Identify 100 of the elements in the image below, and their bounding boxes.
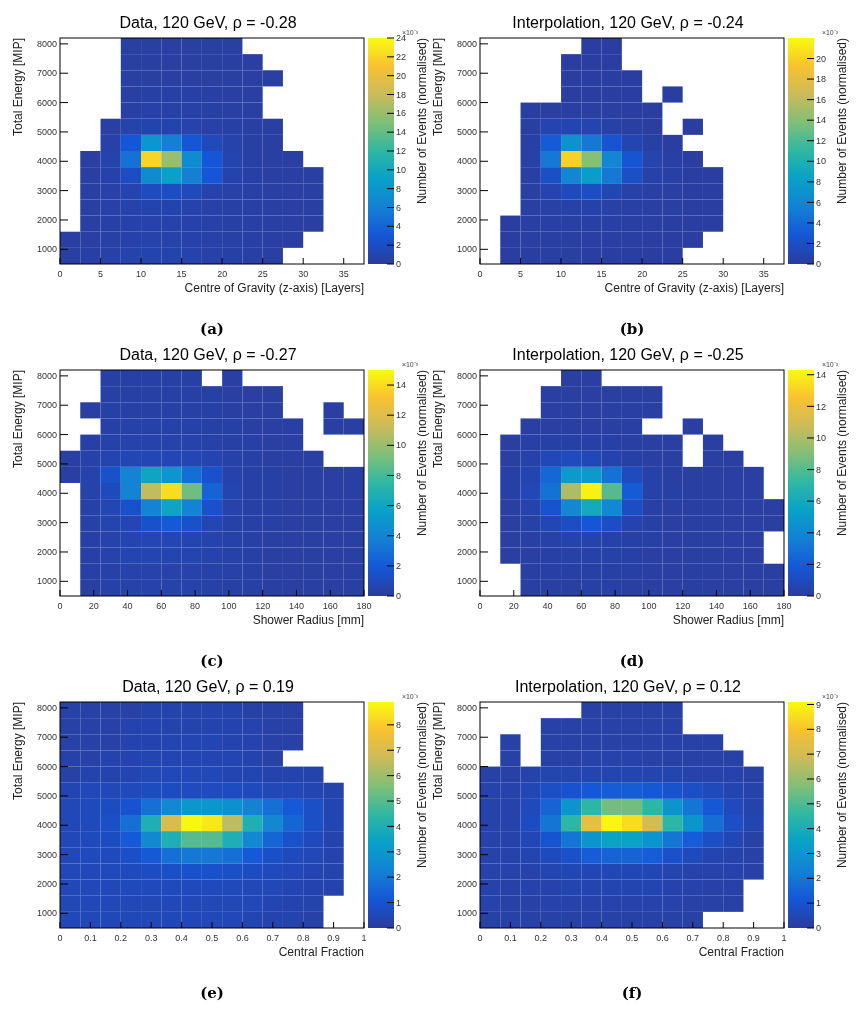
x-tick-label: 20 [88,601,99,611]
x-tick-label: 25 [257,269,268,279]
color-bar-label: 8 [816,464,822,475]
x-tick-label: 5 [518,269,524,279]
x-tick-label: 0.9 [747,933,760,943]
color-bar-label: 1 [396,897,402,908]
y-tick-label: 5000 [36,127,57,138]
color-bar-label: 2 [816,559,822,570]
color-bar-label: 10 [396,440,407,451]
text: (e) [200,984,224,1002]
y-tick-label: 3000 [456,517,477,528]
color-bar-label: 6 [816,197,822,208]
color-bar-label: 4 [816,527,822,538]
x-tick-label: 0.7 [686,933,700,943]
y-tick-label: 4000 [456,488,477,499]
x-tick-label: 120 [255,601,271,611]
color-bar-title: Number of Events (normalised) [415,38,429,205]
y-tick-label: 2000 [36,879,57,890]
y-tick-label: 1000 [36,576,57,587]
x-tick-label: 0 [477,601,483,611]
x-tick-label: 0 [57,269,63,279]
x-tick-label: 20 [637,269,648,279]
x-tick-label: 100 [221,601,237,611]
color-bar-label: 0 [816,259,822,270]
y-tick-label: 2000 [456,879,477,890]
color-bar-label: 2 [396,240,402,251]
y-tick-label: 6000 [36,761,57,772]
x-axis-title: Centre of Gravity (z-axis) [Layers] [184,281,364,295]
y-tick-label: 1000 [456,244,477,255]
x-tick-label: 30 [718,269,729,279]
chart-title: Interpolation, 120 GeV, ρ = -0.25 [512,346,744,363]
y-tick-label: 5000 [456,791,477,802]
color-bar-label: 5 [396,796,402,807]
x-tick-label: 25 [677,269,688,279]
x-tick-label: 0.1 [504,933,517,943]
y-tick-label: 1000 [36,908,57,919]
y-tick-label: 2000 [36,215,57,226]
y-axis-title: Total Energy [MIP] [431,38,445,137]
color-bar-label: 2 [816,238,822,249]
y-tick-label: 5000 [456,459,477,470]
y-tick-label: 8000 [36,703,57,714]
y-tick-label: 6000 [456,761,477,772]
x-tick-label: 0.4 [175,933,188,943]
color-bar-label: 14 [816,115,827,126]
color-bar-label: 7 [396,745,402,756]
text: (f) [621,984,643,1002]
x-tick-label: 0.4 [595,933,608,943]
color-bar-label: 10 [816,156,827,167]
text: (a) [200,320,224,338]
y-tick-label: 7000 [36,400,57,411]
color-bar-label: 8 [396,183,402,194]
y-tick-label: 8000 [456,371,477,382]
x-tick-label: 20 [508,601,519,611]
x-tick-label: 180 [356,601,372,611]
y-tick-label: 8000 [456,703,477,714]
x-tick-label: 80 [610,601,621,611]
y-tick-label: 5000 [36,459,57,470]
y-tick-label: 3000 [456,849,477,860]
color-bar-label: 1 [816,898,822,909]
color-bar-label: 4 [396,821,402,832]
text: (d) [619,652,645,670]
x-tick-label: 0.8 [296,933,310,943]
x-tick-label: 20 [217,269,228,279]
x-tick-label: 0 [477,269,483,279]
y-tick-label: 7000 [36,68,57,79]
color-bar-title: Number of Events (normalised) [415,370,429,537]
color-bar-label: 12 [816,401,827,412]
color-bar-label: 16 [816,94,827,105]
x-tick-label: 1 [781,933,787,943]
y-tick-label: 7000 [36,732,57,743]
y-tick-label: 3000 [36,517,57,528]
color-bar-label: 12 [396,410,407,421]
color-bar-label: 4 [396,221,402,232]
color-bar-label: 20 [396,70,407,81]
chart-title: Interpolation, 120 GeV, ρ = -0.24 [512,14,744,31]
y-tick-label: 1000 [456,576,477,587]
x-tick-label: 15 [176,269,187,279]
color-bar-label: 20 [816,53,827,64]
color-bar-label: 14 [396,380,407,391]
color-bar-label: 8 [396,470,402,481]
x-tick-label: 0.2 [534,933,548,943]
x-tick-label: 0.6 [236,933,249,943]
color-bar-label: 16 [396,108,407,119]
x-tick-label: 0.9 [327,933,340,943]
color-bar-label: 4 [396,530,402,541]
text: (c) [200,652,224,670]
x-tick-label: 180 [776,601,792,611]
x-tick-label: 60 [576,601,587,611]
y-tick-label: 4000 [36,820,57,831]
x-tick-label: 160 [322,601,338,611]
color-bar-label: 6 [396,202,402,213]
color-bar-label: 6 [816,496,822,507]
color-bar-label: 0 [816,591,822,602]
y-tick-label: 3000 [36,185,57,196]
chart-title: Data, 120 GeV, ρ = -0.28 [119,14,297,31]
x-tick-label: 0.5 [625,933,639,943]
x-tick-label: 100 [641,601,657,611]
color-bar-label: 4 [816,823,822,834]
y-tick-label: 2000 [456,215,477,226]
x-tick-label: 15 [596,269,607,279]
